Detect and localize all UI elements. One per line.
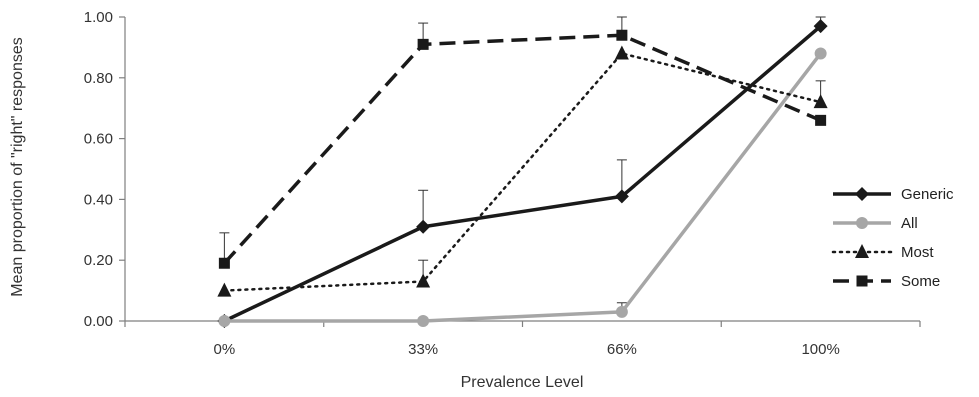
legend-item-all: All <box>833 215 918 232</box>
data-point-some <box>417 38 429 50</box>
x-axis-ticks: 0% 33% 66% 100% <box>124 321 921 358</box>
data-point-all <box>814 47 827 60</box>
legend-label: All <box>901 215 918 232</box>
data-point-generic <box>416 219 431 234</box>
data-point-most <box>614 45 629 60</box>
legend-label: Most <box>901 244 934 261</box>
legend-marker <box>855 244 869 258</box>
x-tick-label: 66% <box>607 341 637 358</box>
x-tick-label: 100% <box>801 341 839 358</box>
series-line-all <box>224 52 823 323</box>
x-axis-title: Prevalence Level <box>461 374 584 391</box>
x-tick-label: 0% <box>214 341 236 358</box>
axes <box>124 17 920 322</box>
y-tick-label: 0.20 <box>84 252 113 269</box>
y-axis-ticks: 0.00 0.20 0.40 0.60 0.80 1.00 <box>84 9 125 330</box>
series-all <box>218 47 827 327</box>
legend-label: Generic <box>901 186 954 203</box>
y-tick-label: 0.60 <box>84 131 113 148</box>
y-tick-label: 0.00 <box>84 313 113 330</box>
legend: Generic All Most Some <box>831 186 954 290</box>
legend-label: Some <box>901 273 940 290</box>
y-tick-label: 0.40 <box>84 191 113 208</box>
legend-marker <box>855 187 869 201</box>
data-point-most <box>217 282 232 297</box>
data-point-most <box>813 94 828 109</box>
series-generic <box>217 16 828 328</box>
data-point-most <box>416 273 431 288</box>
data-point-all <box>218 315 231 327</box>
y-axis-title: Mean proportion of "right" responses <box>9 37 26 297</box>
x-tick-label: 33% <box>408 341 438 358</box>
legend-marker <box>856 275 868 287</box>
legend-item-some: Some <box>833 273 940 290</box>
legend-item-generic: Generic <box>833 186 954 203</box>
series-some <box>218 16 827 269</box>
data-point-some <box>616 29 628 41</box>
data-point-some <box>815 114 827 126</box>
data-point-all <box>417 315 430 327</box>
legend-marker <box>856 217 868 229</box>
data-point-generic <box>614 189 629 204</box>
data-point-generic <box>813 19 828 34</box>
data-point-all <box>615 305 628 318</box>
data-point-some <box>218 257 230 269</box>
legend-item-most: Most <box>831 244 934 261</box>
series-line-generic <box>223 24 822 323</box>
y-tick-label: 0.80 <box>84 70 113 87</box>
series-line-some <box>223 33 822 265</box>
plot-area <box>217 16 828 328</box>
y-tick-label: 1.00 <box>84 9 113 26</box>
